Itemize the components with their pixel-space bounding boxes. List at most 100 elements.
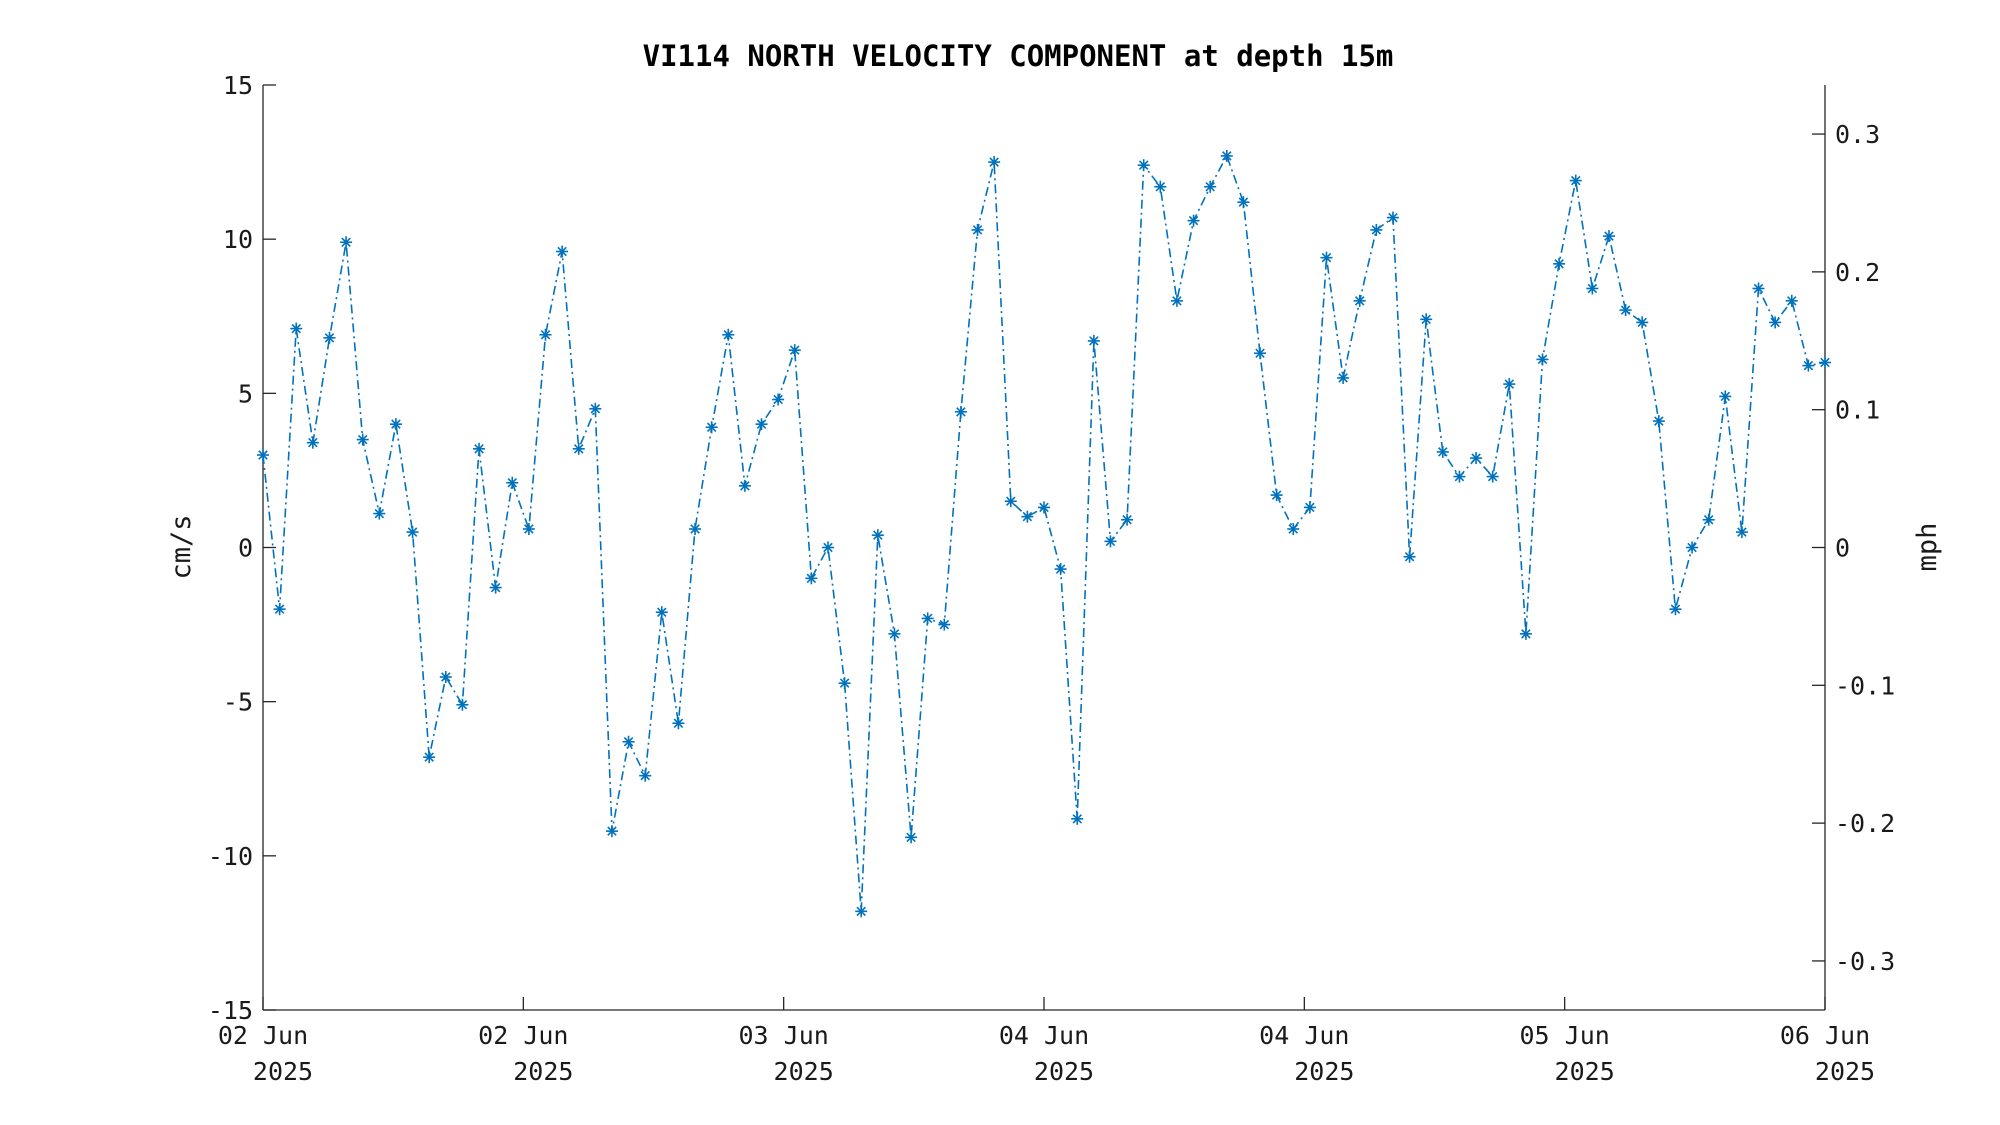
data-point xyxy=(1320,251,1333,264)
data-point xyxy=(1752,282,1765,295)
plot-axes xyxy=(262,85,1826,1011)
data-point xyxy=(1021,510,1034,523)
data-point xyxy=(456,698,469,711)
data-point xyxy=(855,905,868,918)
x-tick-year-label: 2025 xyxy=(1034,1057,1094,1086)
data-point xyxy=(1420,313,1433,326)
data-point xyxy=(373,507,386,520)
data-point xyxy=(1170,294,1183,307)
data-point xyxy=(572,442,585,455)
data-point xyxy=(406,526,419,539)
data-point xyxy=(1370,223,1383,236)
x-tick-day-label: 02 Jun xyxy=(478,1021,568,1050)
data-point xyxy=(539,328,552,341)
x-ticks: 02 Jun 2025 02 Jun 2025 03 Jun 2025 04 Jun 2025… xyxy=(218,997,1875,1086)
data-point xyxy=(705,421,718,434)
data-point xyxy=(1470,452,1483,465)
data-point xyxy=(1137,159,1150,172)
data-point xyxy=(522,523,535,535)
data-point xyxy=(1586,282,1599,295)
x-tick-day-label: 04 Jun xyxy=(1259,1021,1349,1050)
data-point xyxy=(489,581,502,594)
data-point xyxy=(1669,603,1682,616)
x-tick-year-label: 2025 xyxy=(774,1057,834,1086)
data-point xyxy=(1802,359,1815,372)
data-point xyxy=(821,541,834,554)
data-point xyxy=(1602,230,1615,243)
chart-title: VI114 NORTH VELOCITY COMPONENT at depth … xyxy=(643,39,1394,73)
data-point xyxy=(556,245,569,258)
data-point xyxy=(1652,415,1665,428)
y2-tick-label: 0 xyxy=(1835,534,1850,563)
data-point xyxy=(1702,513,1715,526)
data-point xyxy=(1686,541,1699,554)
y2-tick-label: -0.3 xyxy=(1835,947,1895,976)
data-point xyxy=(1553,257,1566,270)
data-point xyxy=(1519,627,1532,640)
data-point xyxy=(605,825,618,838)
left-y-ticks: 15 10 5 0 -5 -10 -15 xyxy=(208,71,276,1025)
data-point xyxy=(1719,390,1732,403)
y2-tick-label: 0.2 xyxy=(1835,258,1880,287)
data-point xyxy=(622,735,635,748)
data-point xyxy=(1503,378,1516,391)
x-tick-day-label: 02 Jun xyxy=(218,1021,308,1050)
data-point xyxy=(1254,347,1267,360)
x-tick-day-label: 03 Jun xyxy=(739,1021,829,1050)
data-point xyxy=(722,328,735,341)
data-point xyxy=(1569,174,1582,187)
x-tick-year-label: 2025 xyxy=(513,1057,573,1086)
series-line xyxy=(262,153,1826,912)
data-point xyxy=(1220,149,1233,162)
x-tick-year-label: 2025 xyxy=(1815,1057,1875,1086)
data-point xyxy=(1154,180,1167,193)
data-point xyxy=(1403,550,1416,563)
data-point xyxy=(1303,501,1316,514)
data-point xyxy=(1187,214,1200,227)
data-point xyxy=(389,418,402,431)
data-point xyxy=(439,671,452,683)
y2-tick-label: 0.1 xyxy=(1835,396,1880,425)
y-tick-label: 0 xyxy=(238,534,253,563)
x-tick-year-label: 2025 xyxy=(1294,1057,1354,1086)
data-point xyxy=(639,769,652,782)
data-point xyxy=(1237,196,1250,209)
y-tick-label: 5 xyxy=(238,379,253,408)
data-point xyxy=(323,331,336,344)
y-tick-label: -10 xyxy=(208,842,253,871)
data-point xyxy=(838,677,851,690)
x-tick-year-label: 2025 xyxy=(253,1057,313,1086)
data-point xyxy=(1785,294,1798,307)
data-point xyxy=(473,442,486,455)
data-point xyxy=(1287,523,1300,535)
data-point xyxy=(273,603,286,616)
data-point xyxy=(1453,470,1466,483)
data-point xyxy=(772,393,785,406)
data-point xyxy=(1270,489,1283,502)
data-point xyxy=(905,831,918,844)
y2-tick-label: -0.2 xyxy=(1835,809,1895,838)
north-velocity-series xyxy=(257,149,1831,918)
data-point xyxy=(805,572,818,585)
data-point xyxy=(1436,445,1449,458)
data-point xyxy=(954,405,967,418)
y-tick-label: 15 xyxy=(223,71,253,100)
data-point xyxy=(1071,812,1084,825)
data-point xyxy=(356,433,369,446)
data-point xyxy=(1337,371,1350,384)
data-point xyxy=(921,612,934,625)
data-point xyxy=(888,627,901,640)
data-point xyxy=(1386,211,1399,224)
data-point xyxy=(1054,563,1067,576)
y-tick-label: -5 xyxy=(223,688,253,717)
data-point xyxy=(1087,334,1100,347)
x-tick-year-label: 2025 xyxy=(1555,1057,1615,1086)
data-point xyxy=(1735,526,1748,539)
data-point xyxy=(788,344,801,357)
data-point xyxy=(423,751,436,764)
data-point xyxy=(1619,304,1632,317)
data-point xyxy=(1769,316,1782,329)
x-tick-day-label: 05 Jun xyxy=(1520,1021,1610,1050)
data-point xyxy=(871,529,884,542)
